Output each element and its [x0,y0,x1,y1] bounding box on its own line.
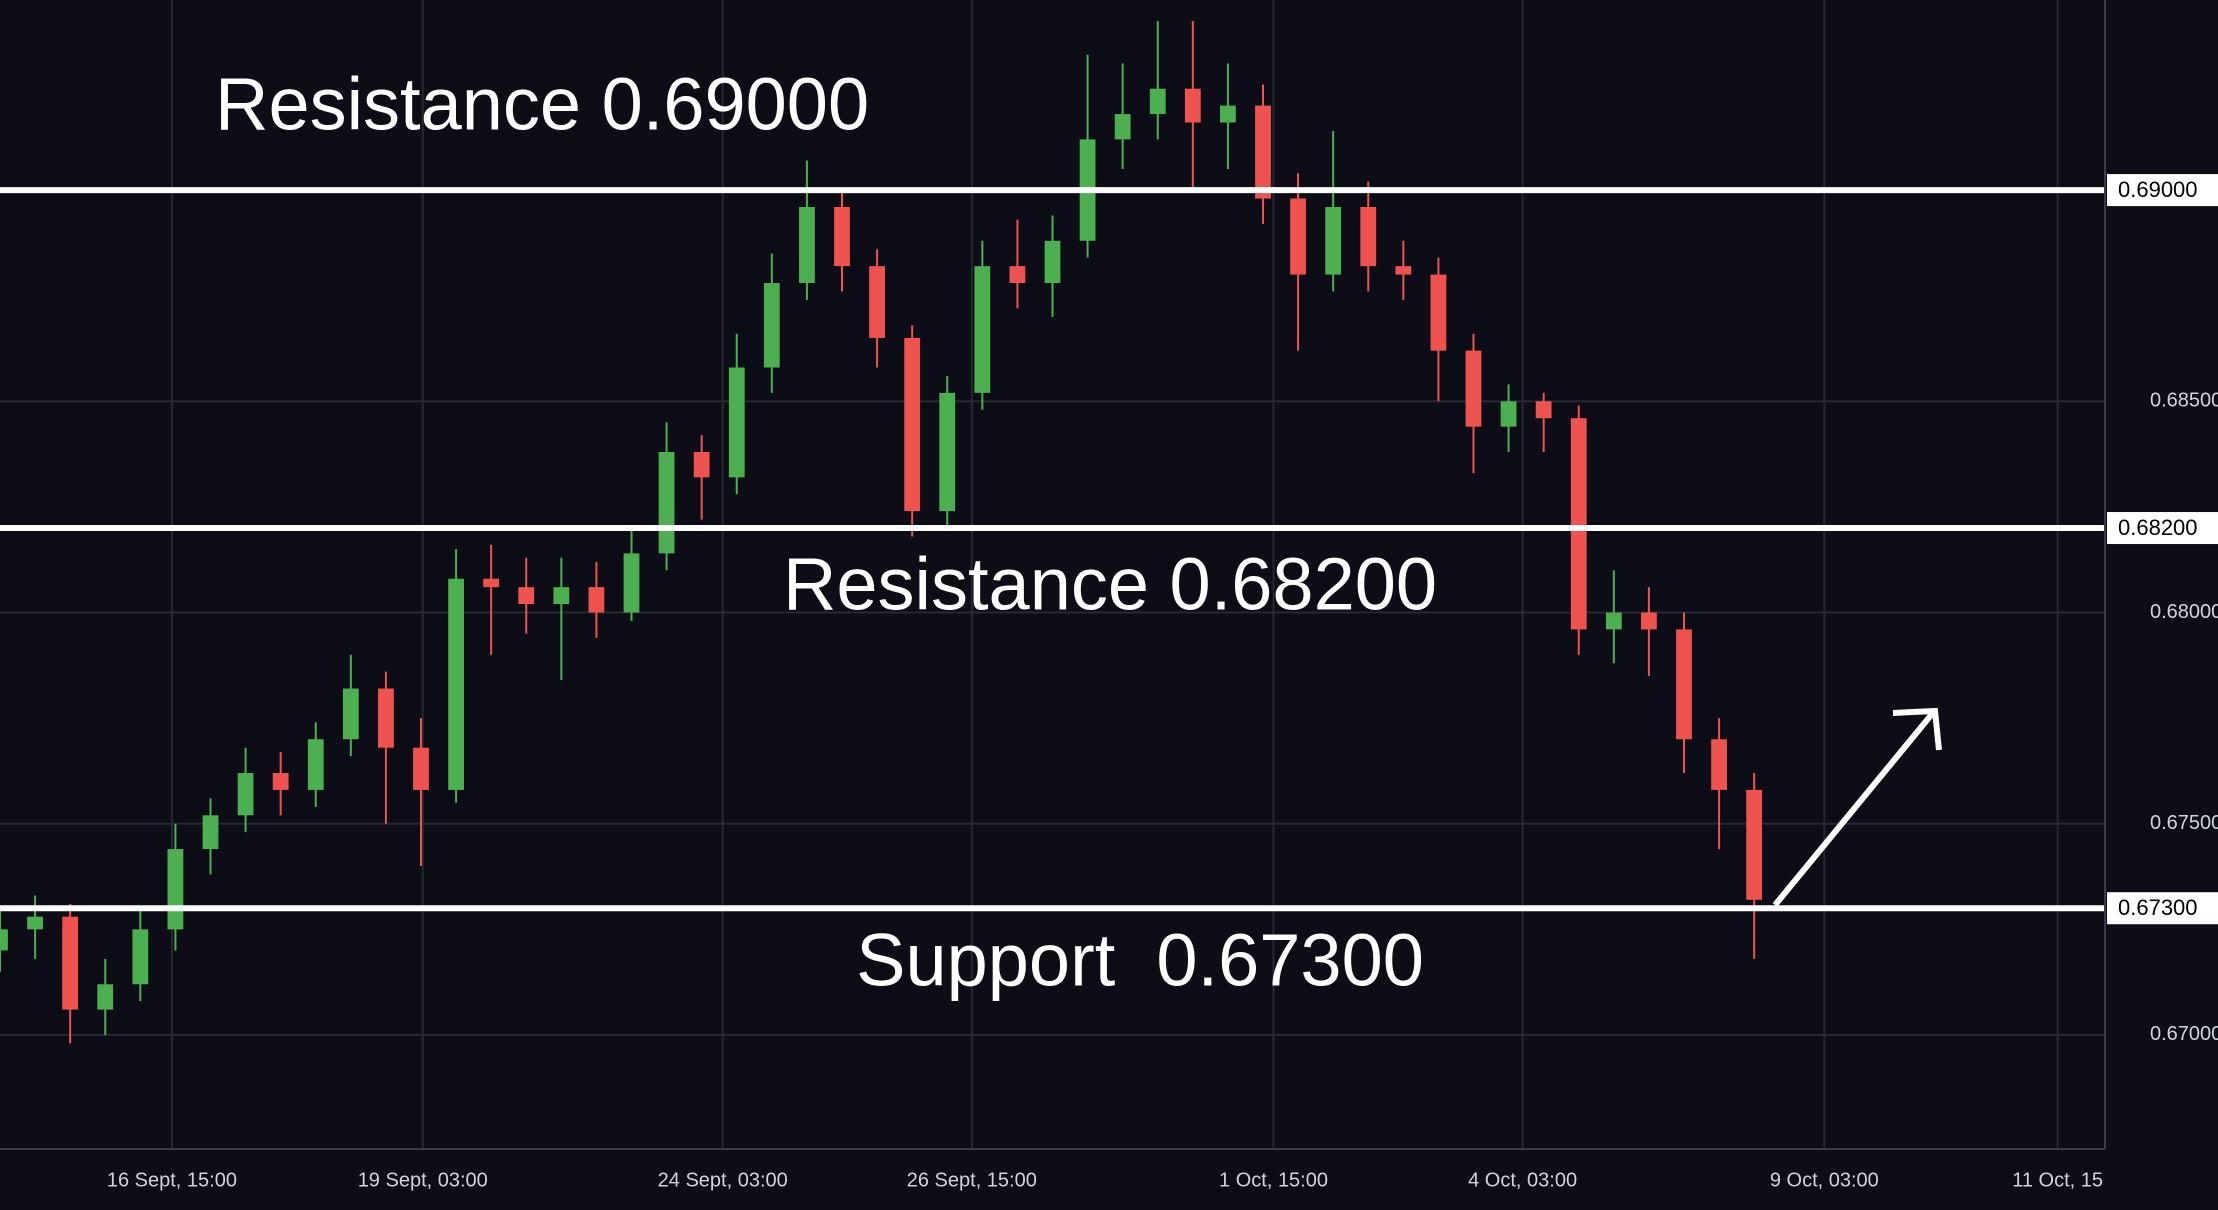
candle-body [202,815,219,850]
x-tick-label: 11 Oct, 15 [2012,1169,2103,1191]
level-label: 0.69000 [2118,177,2198,202]
level-label: 0.68200 [2118,515,2198,540]
y-tick-label: 0.68000 [2150,601,2218,623]
candle-body [1395,266,1412,275]
candles [0,21,1763,1044]
candle-body [167,849,184,930]
candle-body [132,929,149,985]
candle-body [1570,418,1587,630]
candle-body [307,739,324,790]
candle-body [1605,612,1622,630]
candle-body [939,392,956,512]
y-tick-label: 0.68500 [2150,390,2218,412]
x-tick-label: 4 Oct, 03:00 [1468,1169,1577,1191]
candle-body [799,206,815,284]
y-tick-label: 0.67000 [2150,1023,2218,1045]
candle-body [448,578,464,790]
level-label-box [2107,892,2218,925]
candle-body [413,747,429,790]
level-label-box [2107,174,2218,207]
candle-body [834,206,850,267]
candle-body [588,587,605,613]
x-tick-label: 24 Sept, 03:00 [658,1169,788,1191]
candle-body [342,688,359,740]
level-label: 0.67300 [2118,895,2198,920]
candle-body [869,266,885,338]
candle-body [553,587,570,605]
candle-body [27,916,43,930]
candle-body [693,451,710,478]
candle-body [658,451,675,554]
candle-body [1641,612,1657,630]
levels: 0.69000 Resistance 0.69000 0.68200 Resistan… [0,63,2218,1002]
candle-body [237,773,254,816]
candle-body [1676,629,1692,740]
candle-body [1325,206,1342,275]
candle-body [1184,88,1201,123]
candle-body [1711,739,1727,790]
level-annotation: Resistance 0.69000 [215,63,869,146]
candle-body [1465,350,1482,427]
candle-body [97,984,114,1010]
candle-body [623,553,640,613]
x-tick-label: 19 Sept, 03:00 [358,1169,488,1191]
candle-body [1114,114,1131,140]
candle-body [904,337,921,512]
candle-body [1255,105,1271,199]
arrow [1772,707,1942,907]
candle-body [1535,401,1552,419]
level-annotation: Resistance 0.68200 [783,543,1437,626]
candle-body [1149,88,1166,115]
candle-body [0,929,8,951]
arrow-shaft [1772,712,1935,907]
candle-body [974,266,991,393]
candle-body [1746,789,1763,900]
candle-body [1009,266,1026,284]
x-tick-label: 26 Sept, 15:00 [907,1169,1037,1191]
candle-body [272,773,289,790]
x-tick-label: 1 Oct, 15:00 [1219,1169,1328,1191]
candle-body [1044,240,1061,284]
candle-body [1360,206,1377,267]
x-tick-label: 16 Sept, 15:00 [107,1169,237,1191]
candle-body [728,367,745,478]
candle-body [1430,274,1447,351]
level-label-box [2107,512,2218,545]
x-tick-label: 9 Oct, 03:00 [1770,1169,1879,1191]
candle-body [518,587,535,605]
candle-body [1290,198,1306,275]
candle-body [62,916,79,1010]
candle-body [1220,105,1236,123]
level-annotation: Support 0.67300 [856,919,1424,1002]
candle-body [378,688,394,748]
y-tick-label: 0.67500 [2150,812,2218,834]
candle-body [483,578,500,588]
candle-body [763,283,780,368]
arrow-head [1892,707,1942,751]
candle-body [1500,401,1517,427]
